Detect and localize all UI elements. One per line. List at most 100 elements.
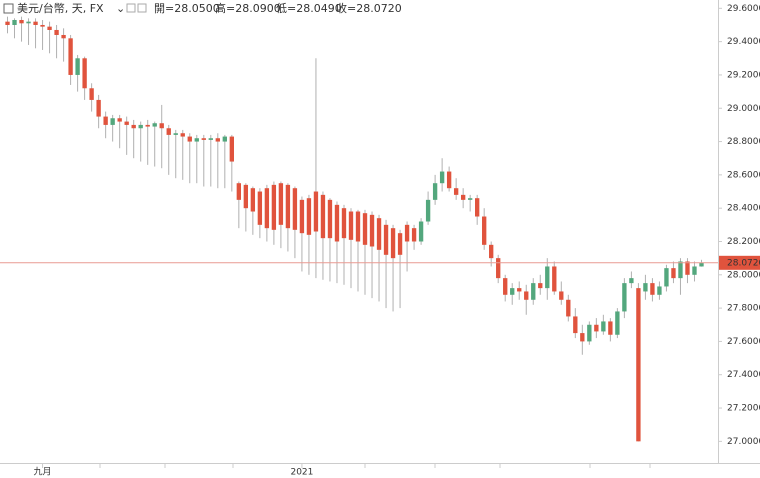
candle-body: [524, 291, 529, 300]
candle-body: [320, 194, 326, 239]
candle-body: [510, 288, 515, 295]
candle-body: [411, 228, 417, 242]
candle-body: [306, 198, 312, 235]
candle-body: [299, 199, 305, 234]
candle-body: [271, 184, 277, 230]
y-tick-label: 28.2000: [727, 237, 760, 247]
high-label: 高: [215, 1, 226, 15]
candle-body: [397, 233, 403, 255]
candle-body: [243, 184, 249, 209]
candle-body: [47, 26, 52, 30]
candle-body: [334, 204, 340, 242]
candle-body: [131, 124, 136, 129]
candle-body: [460, 194, 466, 200]
y-tick-label: 27.2000: [727, 404, 760, 414]
candle-body: [138, 124, 143, 129]
open-value: =28.0500: [165, 2, 220, 15]
candle-body: [355, 211, 361, 242]
candle-body: [503, 278, 508, 295]
icon[interactable]: [126, 3, 136, 13]
candle-body: [61, 34, 66, 39]
candle-body: [622, 283, 627, 312]
candle-body: [692, 266, 697, 275]
candle-body: [608, 321, 613, 335]
candle-body: [236, 183, 242, 200]
candle-body: [587, 324, 592, 342]
candle-body: [376, 218, 382, 250]
candle-body: [285, 184, 291, 229]
dropdown[interactable]: ⌄: [116, 2, 125, 15]
x-tick-label: 2021: [290, 468, 313, 478]
candle-body: [439, 171, 445, 184]
icon[interactable]: [137, 3, 147, 13]
y-tick-label: 29.0000: [727, 104, 760, 114]
candle-body: [362, 213, 368, 245]
candle-body: [545, 266, 550, 289]
candle-body: [601, 321, 606, 332]
candle-body: [124, 121, 129, 125]
header: 美元/台幣, 天, FX ⌄ 開 =28.0500 高 =28.0900 低 =…: [3, 1, 402, 15]
candle-body: [489, 244, 494, 259]
candle-body: [89, 88, 94, 100]
candle-body: [432, 183, 438, 200]
candle-body: [453, 188, 459, 195]
candle-body: [629, 278, 634, 284]
candle-body: [341, 208, 347, 239]
candle-body: [650, 283, 655, 295]
candle-body: [313, 191, 319, 232]
y-tick-label: 27.4000: [727, 370, 760, 380]
y-tick-label: 29.6000: [727, 4, 760, 14]
y-tick-label: 28.4000: [727, 204, 760, 214]
candle-body: [96, 99, 101, 117]
candle-body: [636, 288, 641, 442]
candle-body: [33, 21, 38, 25]
candle-body: [145, 124, 150, 127]
candle-body: [425, 199, 431, 222]
candle-body: [699, 262, 704, 267]
candle-body: [250, 188, 256, 212]
candle-body: [404, 224, 410, 242]
candle-body: [26, 21, 31, 24]
candle-body: [383, 224, 389, 255]
candle-body: [103, 116, 108, 125]
candle-body: [159, 123, 164, 129]
y-tick-label: 29.2000: [727, 70, 760, 80]
candle-body: [685, 261, 690, 275]
y-tick-label: 27.0000: [727, 437, 760, 447]
last-price-label: 28.0720: [727, 258, 760, 268]
low-value: =28.0490: [287, 2, 342, 15]
close-label: 收: [336, 1, 347, 15]
candle-body: [180, 133, 185, 137]
candle-body: [40, 24, 45, 27]
x-axis-ticks: [99, 463, 651, 468]
symbol: 美元/台幣, 天, FX: [17, 1, 104, 15]
icon: [3, 3, 14, 14]
candle-body: [467, 198, 473, 200]
candle-body: [166, 128, 171, 135]
candle-body: [664, 268, 669, 287]
candle-body: [418, 221, 424, 242]
candles: [5, 16, 704, 442]
candle-body: [194, 138, 199, 142]
candle-body: [615, 311, 620, 335]
candle-body: [110, 118, 115, 125]
candle-body: [54, 29, 59, 35]
candle-body: [68, 38, 73, 75]
candle-body: [559, 291, 564, 300]
candle-body: [201, 138, 206, 140]
candle-body: [573, 316, 578, 334]
last-price-box: [719, 255, 760, 270]
y-tick-label: 28.6000: [727, 170, 760, 180]
candle-body: [229, 136, 234, 162]
candle-body: [117, 118, 122, 122]
candle-body: [152, 123, 157, 127]
y-tick-label: 29.4000: [727, 37, 760, 47]
open-label: 開: [154, 2, 165, 15]
candle-body: [482, 216, 487, 245]
candle-body: [208, 138, 213, 140]
candle-body: [173, 133, 178, 135]
candle-body: [657, 286, 662, 295]
candle-body: [517, 288, 522, 292]
candle-body: [278, 183, 284, 225]
